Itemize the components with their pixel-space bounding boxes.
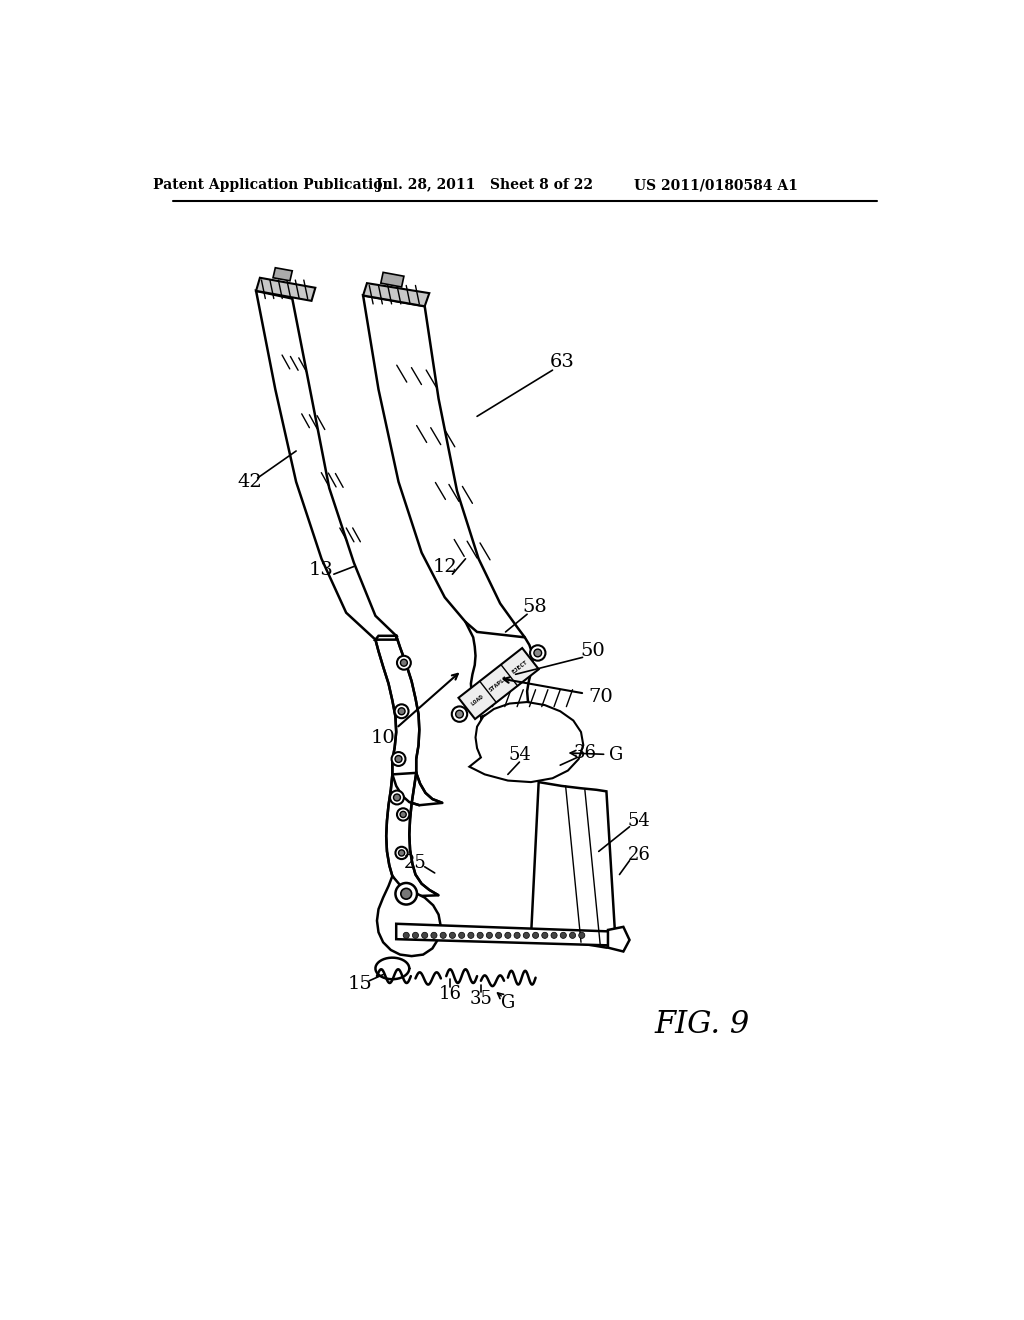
Circle shape bbox=[400, 888, 412, 899]
Circle shape bbox=[440, 932, 446, 939]
Circle shape bbox=[390, 791, 403, 804]
Text: G: G bbox=[608, 746, 623, 764]
Polygon shape bbox=[256, 290, 396, 640]
Polygon shape bbox=[608, 927, 630, 952]
Text: Jul. 28, 2011   Sheet 8 of 22: Jul. 28, 2011 Sheet 8 of 22 bbox=[376, 178, 593, 193]
Circle shape bbox=[551, 932, 557, 939]
Text: 63: 63 bbox=[549, 354, 574, 371]
Text: 54: 54 bbox=[628, 812, 650, 829]
Text: 58: 58 bbox=[522, 598, 547, 615]
Circle shape bbox=[395, 755, 402, 763]
Circle shape bbox=[398, 708, 406, 714]
Circle shape bbox=[394, 705, 409, 718]
Polygon shape bbox=[376, 636, 442, 805]
Circle shape bbox=[431, 932, 437, 939]
Text: 13: 13 bbox=[309, 561, 334, 579]
Text: 35: 35 bbox=[469, 990, 493, 1008]
Polygon shape bbox=[386, 774, 438, 896]
Polygon shape bbox=[364, 296, 524, 638]
Circle shape bbox=[542, 932, 548, 939]
Circle shape bbox=[523, 932, 529, 939]
Circle shape bbox=[569, 932, 575, 939]
Circle shape bbox=[459, 932, 465, 939]
Circle shape bbox=[413, 932, 419, 939]
Circle shape bbox=[496, 932, 502, 939]
Circle shape bbox=[532, 932, 539, 939]
Text: 36: 36 bbox=[573, 744, 596, 762]
Polygon shape bbox=[469, 702, 584, 781]
Text: FIG. 9: FIG. 9 bbox=[654, 1010, 750, 1040]
Polygon shape bbox=[273, 268, 292, 281]
Circle shape bbox=[422, 932, 428, 939]
Circle shape bbox=[450, 932, 456, 939]
Circle shape bbox=[393, 795, 400, 801]
Text: 26: 26 bbox=[628, 846, 650, 865]
Text: STAPLE: STAPLE bbox=[488, 675, 509, 693]
Text: 42: 42 bbox=[238, 473, 262, 491]
Text: Patent Application Publication: Patent Application Publication bbox=[154, 178, 393, 193]
Circle shape bbox=[514, 932, 520, 939]
Text: 12: 12 bbox=[432, 557, 457, 576]
Circle shape bbox=[505, 932, 511, 939]
Polygon shape bbox=[381, 272, 403, 286]
Polygon shape bbox=[377, 876, 441, 956]
Text: 70: 70 bbox=[588, 689, 612, 706]
Circle shape bbox=[397, 808, 410, 821]
Circle shape bbox=[391, 752, 406, 766]
Polygon shape bbox=[396, 924, 611, 945]
Circle shape bbox=[486, 932, 493, 939]
Text: 16: 16 bbox=[438, 985, 462, 1003]
Circle shape bbox=[452, 706, 467, 722]
Polygon shape bbox=[531, 781, 615, 948]
Text: G: G bbox=[501, 994, 515, 1012]
Circle shape bbox=[468, 932, 474, 939]
Circle shape bbox=[456, 710, 463, 718]
Polygon shape bbox=[256, 277, 315, 301]
Text: 50: 50 bbox=[581, 643, 605, 660]
Text: EJECT: EJECT bbox=[511, 659, 528, 675]
Circle shape bbox=[397, 656, 411, 669]
Circle shape bbox=[395, 883, 417, 904]
Polygon shape bbox=[364, 284, 429, 306]
Polygon shape bbox=[376, 636, 396, 640]
Circle shape bbox=[400, 659, 408, 667]
Circle shape bbox=[395, 847, 408, 859]
Text: 54: 54 bbox=[508, 746, 530, 764]
Circle shape bbox=[398, 850, 404, 857]
Circle shape bbox=[579, 932, 585, 939]
Circle shape bbox=[530, 645, 546, 661]
Polygon shape bbox=[481, 706, 578, 775]
Circle shape bbox=[560, 932, 566, 939]
Circle shape bbox=[403, 932, 410, 939]
Circle shape bbox=[477, 932, 483, 939]
Text: 25: 25 bbox=[404, 854, 427, 873]
Circle shape bbox=[400, 812, 407, 817]
Polygon shape bbox=[459, 648, 539, 719]
Circle shape bbox=[534, 649, 542, 657]
Text: 10: 10 bbox=[371, 729, 395, 747]
Text: LOAD: LOAD bbox=[470, 693, 484, 706]
Text: US 2011/0180584 A1: US 2011/0180584 A1 bbox=[634, 178, 798, 193]
Text: 15: 15 bbox=[347, 975, 373, 993]
